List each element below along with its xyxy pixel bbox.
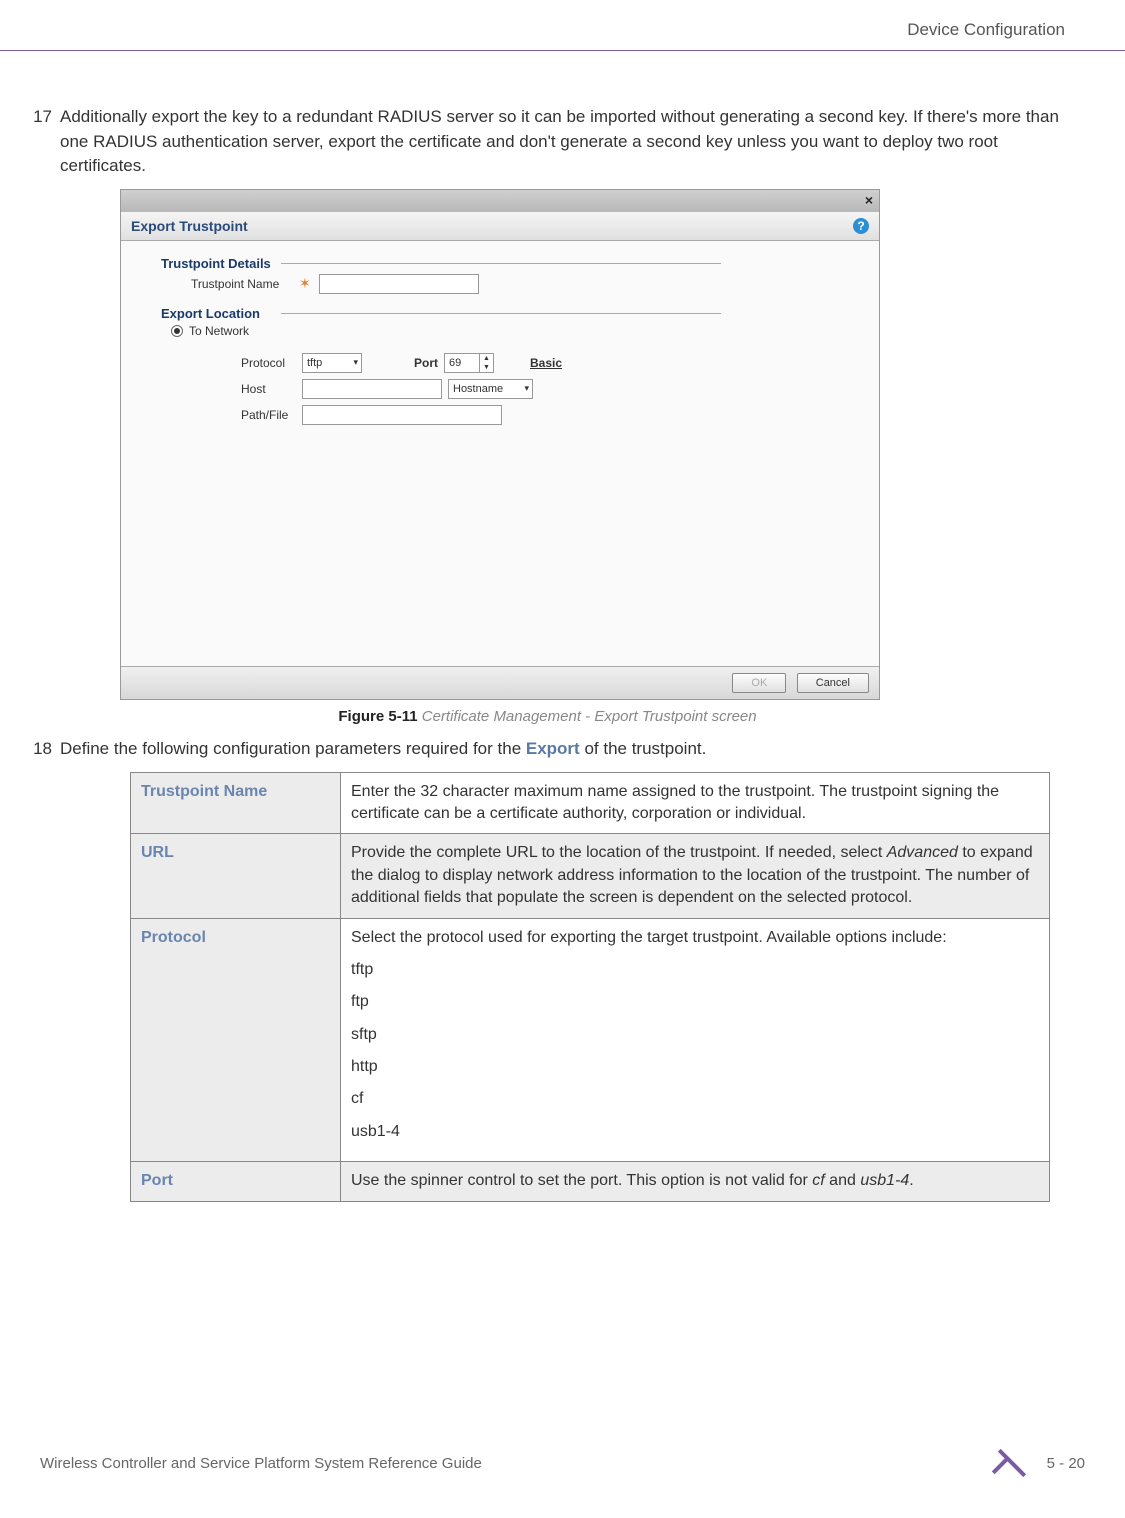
port-value: 69 <box>449 357 461 369</box>
header-rule <box>0 50 1125 51</box>
port-label: Port <box>414 356 438 370</box>
param-desc: Use the spinner control to set the port.… <box>341 1162 1050 1201</box>
table-row: Port Use the spinner control to set the … <box>131 1162 1050 1201</box>
protocol-desc-intro: Select the protocol used for exporting t… <box>351 927 1039 949</box>
pathfile-label: Path/File <box>241 408 296 422</box>
dialog-titlebar: × <box>121 190 879 212</box>
header-section: Device Configuration <box>907 20 1065 40</box>
host-input[interactable] <box>302 379 442 399</box>
figure-label: Figure 5-11 <box>338 708 417 725</box>
trustpoint-name-input[interactable] <box>319 274 479 294</box>
param-desc: Provide the complete URL to the location… <box>341 834 1050 918</box>
step-text: Define the following configuration param… <box>60 737 1065 762</box>
help-icon[interactable]: ? <box>853 218 869 234</box>
radio-icon <box>171 325 183 337</box>
port-spinner[interactable]: 69 ▲▼ <box>444 353 494 373</box>
figure-text: Certificate Management - Export Trustpoi… <box>422 708 757 725</box>
required-icon: ✶ <box>299 275 311 292</box>
host-label: Host <box>241 382 296 396</box>
protocol-label: Protocol <box>241 356 296 370</box>
dialog-footer: OK Cancel <box>121 666 879 699</box>
table-row: URL Provide the complete URL to the loca… <box>131 834 1050 918</box>
brand-logo-icon <box>992 1443 1032 1483</box>
parameter-table: Trustpoint Name Enter the 32 character m… <box>130 772 1050 1202</box>
step-text: Additionally export the key to a redunda… <box>60 105 1065 179</box>
proto-option: ftp <box>351 991 1039 1013</box>
footer-text: Wireless Controller and Service Platform… <box>40 1455 482 1472</box>
param-name: URL <box>131 834 341 918</box>
param-name: Port <box>131 1162 341 1201</box>
export-keyword: Export <box>526 739 580 758</box>
step18-before: Define the following configuration param… <box>60 739 526 758</box>
table-row: Protocol Select the protocol used for ex… <box>131 918 1050 1162</box>
proto-option: sftp <box>351 1024 1039 1046</box>
proto-option: cf <box>351 1088 1039 1110</box>
network-fields: Protocol tftp Port 69 ▲▼ Basic Host Host… <box>241 353 839 425</box>
to-network-radio[interactable]: To Network <box>171 324 839 338</box>
proto-option: tftp <box>351 959 1039 981</box>
param-name: Trustpoint Name <box>131 772 341 834</box>
step-number: 17 <box>30 105 52 179</box>
dialog-title: Export Trustpoint <box>131 218 248 234</box>
page-footer: Wireless Controller and Service Platform… <box>40 1443 1085 1483</box>
protocol-select[interactable]: tftp <box>302 353 362 373</box>
dialog-body: Trustpoint Details Trustpoint Name ✶ Exp… <box>121 241 879 666</box>
step18-after: of the trustpoint. <box>580 739 707 758</box>
export-trustpoint-dialog: × Export Trustpoint ? Trustpoint Details… <box>120 189 880 700</box>
trustpoint-name-row: Trustpoint Name ✶ <box>191 274 839 294</box>
spinner-arrows-icon[interactable]: ▲▼ <box>479 354 493 372</box>
basic-link[interactable]: Basic <box>530 356 562 370</box>
cancel-button[interactable]: Cancel <box>797 673 869 693</box>
ok-button[interactable]: OK <box>732 673 786 693</box>
proto-option: http <box>351 1056 1039 1078</box>
hostname-select[interactable]: Hostname <box>448 379 533 399</box>
page-number: 5 - 20 <box>1047 1455 1085 1472</box>
figure-caption: Figure 5-11 Certificate Management - Exp… <box>30 708 1065 725</box>
to-network-label: To Network <box>189 324 249 338</box>
step-number: 18 <box>30 737 52 762</box>
pathfile-input[interactable] <box>302 405 502 425</box>
param-desc: Enter the 32 character maximum name assi… <box>341 772 1050 834</box>
step-17: 17 Additionally export the key to a redu… <box>30 105 1065 179</box>
param-name: Protocol <box>131 918 341 1162</box>
close-icon[interactable]: × <box>865 192 873 208</box>
page-content: 17 Additionally export the key to a redu… <box>30 105 1065 1202</box>
dialog-header: Export Trustpoint ? <box>121 212 879 241</box>
param-desc: Select the protocol used for exporting t… <box>341 918 1050 1162</box>
step-18: 18 Define the following configuration pa… <box>30 737 1065 762</box>
table-row: Trustpoint Name Enter the 32 character m… <box>131 772 1050 834</box>
protocol-list: tftp ftp sftp http cf usb1-4 <box>351 959 1039 1143</box>
trustpoint-name-label: Trustpoint Name <box>191 277 291 291</box>
proto-option: usb1-4 <box>351 1121 1039 1143</box>
